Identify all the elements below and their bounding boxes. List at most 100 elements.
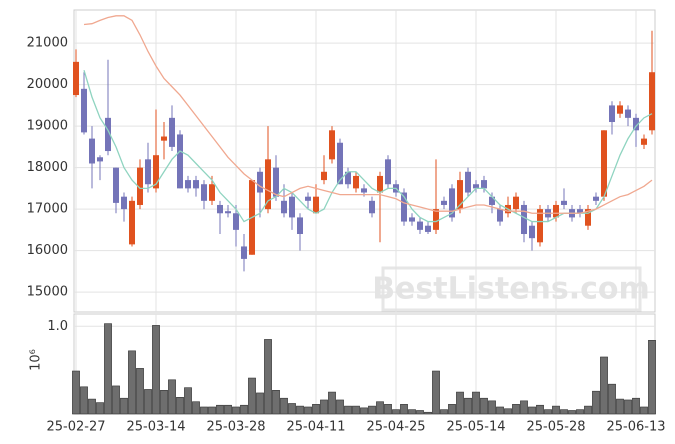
x-tick-label: 25-04-11 (286, 420, 345, 435)
candle-body (625, 109, 631, 118)
volume-bar (600, 356, 608, 415)
candle-body (553, 204, 559, 218)
volume-bar (264, 339, 272, 415)
candle-body (289, 196, 295, 218)
volume-bar (472, 391, 480, 415)
volume-bar (384, 404, 392, 415)
volume-bar (536, 404, 544, 415)
x-tick-label: 25-05-14 (446, 420, 505, 435)
volume-bar (200, 406, 208, 415)
candle-body (385, 159, 391, 185)
volume-bar (448, 404, 456, 415)
volume-bar (192, 401, 200, 415)
watermark: BestListens.com (372, 272, 650, 307)
volume-axis-label: 10⁶ (29, 349, 44, 371)
candle-body (649, 72, 655, 131)
volume-bar (584, 405, 592, 415)
volume-bar (288, 403, 296, 415)
volume-bar (464, 397, 472, 415)
volume-bar (328, 391, 336, 415)
y-tick-label: 16000 (27, 243, 68, 258)
volume-bar (424, 411, 432, 415)
volume-bar (336, 399, 344, 415)
candle-body (577, 209, 583, 214)
candle-body (441, 200, 447, 205)
candle-body (225, 211, 231, 214)
volume-bar (400, 404, 408, 415)
volume-bar (616, 398, 624, 415)
volume-bar (528, 406, 536, 415)
volume-bar (248, 377, 256, 415)
volume-bar (136, 368, 144, 415)
y-tick-label: 20000 (27, 77, 68, 92)
candle-body (137, 167, 143, 205)
price-panel (73, 9, 656, 313)
volume-bar (632, 397, 640, 415)
volume-bar (80, 386, 88, 415)
candle-body (593, 196, 599, 201)
watermark-box (381, 266, 642, 312)
candle-body (329, 130, 335, 160)
volume-bar (312, 404, 320, 415)
volume-bar (240, 404, 248, 415)
volume-bar (96, 402, 104, 415)
candle-body (425, 225, 431, 232)
candle-body (513, 196, 519, 210)
volume-bar (496, 406, 504, 415)
x-tick-label: 25-02-27 (46, 420, 105, 435)
volume-bar (208, 406, 216, 415)
y-tick-label: 19000 (27, 119, 68, 134)
candle-body (345, 171, 351, 185)
volume-bar (544, 409, 552, 415)
candle-body (409, 217, 415, 222)
candle-body (529, 225, 535, 239)
candle-body (169, 117, 175, 147)
volume-bar (216, 404, 224, 415)
volume-bar (640, 406, 648, 415)
candle-body (585, 209, 591, 226)
candle-body (121, 196, 127, 210)
candle-body (457, 180, 463, 210)
volume-bar (456, 391, 464, 415)
volume-bar (168, 379, 176, 415)
candle-body (321, 171, 327, 181)
x-tick-label: 25-04-25 (366, 420, 425, 435)
volume-bar (432, 370, 440, 415)
volume-bar (72, 370, 80, 415)
candle-body (177, 134, 183, 189)
volume-bar (112, 385, 120, 415)
candle-body (305, 196, 311, 201)
y-tick-label: 15000 (27, 285, 68, 300)
moving-average-line (83, 15, 653, 214)
volume-bar (568, 410, 576, 415)
volume-bar (256, 392, 264, 415)
volume-bar (104, 323, 112, 415)
volume-bar (128, 350, 136, 415)
candle-body (641, 138, 647, 145)
volume-bar (552, 405, 560, 415)
x-tick-label: 25-03-28 (206, 420, 265, 435)
volume-bar (480, 397, 488, 415)
volume-bar (624, 399, 632, 415)
volume-bar (392, 409, 400, 415)
candle-body (353, 175, 359, 189)
candle-body (233, 213, 239, 230)
candle-body (241, 246, 247, 259)
candle-body (521, 204, 527, 235)
volume-bar (416, 410, 424, 415)
volume-bar (360, 407, 368, 415)
volume-bar (160, 390, 168, 415)
volume-bar (520, 400, 528, 415)
volume-bar (120, 397, 128, 415)
candle-body (377, 175, 383, 193)
candle-body (473, 184, 479, 189)
volume-bar (648, 340, 656, 415)
candle-body (449, 188, 455, 218)
candle-body (193, 180, 199, 189)
candle-body (369, 200, 375, 214)
x-tick-label: 25-06-13 (606, 420, 665, 435)
candle-body (281, 200, 287, 214)
candle-body (617, 105, 623, 114)
candle-body (105, 117, 111, 152)
